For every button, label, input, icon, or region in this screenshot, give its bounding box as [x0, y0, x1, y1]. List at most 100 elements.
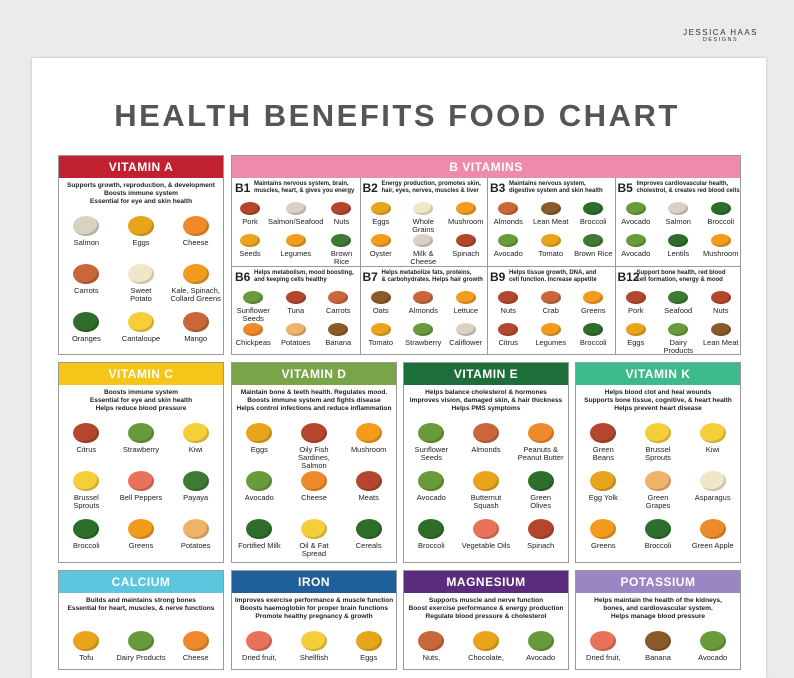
food-icon: [73, 312, 100, 332]
food-icon: [668, 234, 689, 247]
food-item: Seeds: [232, 234, 268, 266]
food-item: Fortified Milk: [232, 519, 287, 562]
food-label: Avocado: [493, 249, 523, 258]
food-label: Cheese: [182, 238, 209, 247]
food-icon: [668, 202, 689, 215]
food-label: Salmon: [665, 217, 691, 226]
section-description: Helps maintain the health of the kidneys…: [576, 593, 740, 627]
food-icon: [710, 202, 731, 215]
food-label: Eggs: [250, 445, 268, 454]
food-label: Avocado: [416, 493, 446, 502]
food-label: Sweet Potato: [130, 286, 152, 303]
food-label: Califlower: [449, 338, 483, 347]
food-icon: [73, 264, 100, 284]
food-icon: [710, 234, 731, 247]
section-items: Sunflower Seeds Almonds Peanuts & Peanut B…: [404, 419, 568, 562]
description-line: Boosts haemoglobin for proper brain func…: [240, 604, 388, 612]
food-icon: [540, 234, 561, 247]
food-icon: [243, 323, 264, 336]
food-label: Brussel Sprouts: [73, 493, 100, 510]
food-label: Crab: [542, 306, 559, 315]
food-item: Green Apple: [685, 519, 740, 562]
food-item: Dried fruit,: [232, 631, 287, 669]
food-item: Oranges: [59, 312, 114, 354]
food-label: Nuts: [713, 306, 729, 315]
food-item: Avocado: [232, 471, 287, 519]
food-item: Greens: [114, 519, 169, 562]
food-label: Oats: [372, 306, 389, 315]
description-line: Boosts immune system: [103, 389, 179, 396]
b-items: Avocado Salmon Broccoli Avocado Lentils Mushr…: [615, 202, 741, 266]
food-item: Asparagus: [685, 471, 740, 519]
food-label: Strawberry: [405, 338, 442, 347]
section-box: VITAMIN A Supports growth, reproduction, …: [58, 155, 224, 355]
description-line: Helps maintain the health of the kidneys…: [594, 597, 722, 604]
food-item: Lean Meat: [530, 202, 573, 234]
food-label: Tuna: [287, 306, 305, 315]
food-icon: [527, 471, 554, 491]
food-label: Bell Peppers: [119, 493, 163, 502]
food-item: Green Olives: [513, 471, 568, 519]
b-description: Helps metabolism, mood boosting, and kee…: [254, 270, 354, 283]
food-label: Fortified Milk: [238, 541, 281, 550]
food-icon: [246, 631, 273, 651]
food-item: Oyster: [360, 234, 403, 266]
food-item: Seafood: [657, 291, 700, 323]
food-icon: [355, 631, 382, 651]
food-icon: [182, 519, 209, 539]
food-icon: [625, 323, 646, 336]
b-label: B3: [490, 181, 506, 195]
section-items: Salmon Eggs Cheese Carrots Sweet Potato Kale,…: [59, 212, 223, 354]
b-description: Helps metabolize fats, proteins, & carbo…: [381, 270, 483, 283]
food-item: Tuna: [275, 291, 318, 323]
food-item: Cheese: [287, 471, 342, 519]
food-icon: [498, 202, 519, 215]
section-items: Green Beans Brussel Sprouts Kiwi Egg Yolk Gr…: [576, 419, 740, 562]
food-item: Peanuts & Peanut Butter: [513, 423, 568, 471]
food-label: Seeds: [239, 249, 261, 258]
food-icon: [418, 423, 445, 443]
section-box: POTASSIUM Helps maintain the health of th…: [575, 570, 741, 670]
food-icon: [127, 216, 154, 236]
food-label: Green Apple: [691, 541, 734, 550]
food-item: Green Grapes: [631, 471, 686, 519]
description-line: Regulate blood pressure & cholesterol: [425, 612, 547, 620]
description-line: Essential for eye and skin health: [89, 396, 193, 404]
food-icon: [127, 471, 154, 491]
food-icon: [644, 471, 671, 491]
food-item: Avocado: [487, 234, 530, 266]
food-icon: [710, 323, 731, 336]
food-item: Chickpeas: [232, 323, 275, 354]
food-label: Shellfish: [299, 653, 329, 662]
food-item: Eggs: [232, 423, 287, 471]
food-item: Mushroom: [445, 202, 488, 234]
food-label: Legumes: [535, 338, 567, 347]
food-label: Spinach: [452, 249, 480, 258]
section-header: IRON: [232, 571, 396, 593]
food-label: Tofu: [79, 653, 94, 662]
food-label: Carrots: [74, 286, 99, 295]
food-icon: [699, 471, 726, 491]
food-item: Egg Yolk: [576, 471, 631, 519]
food-icon: [540, 202, 561, 215]
b-label: B1: [235, 181, 251, 195]
food-icon: [370, 202, 391, 215]
food-label: Dairy Products: [116, 653, 166, 662]
food-item: Tomato: [360, 323, 403, 354]
food-label: Greens: [128, 541, 154, 550]
food-item: Cheese: [168, 631, 223, 669]
food-icon: [590, 631, 617, 651]
food-item: Broccoli: [572, 323, 615, 354]
section-box: VITAMIN C Boosts immune system Essential f…: [58, 362, 224, 563]
food-label: Potatoes: [180, 541, 211, 550]
food-item: Cheese: [168, 216, 223, 264]
food-label: Sunflower Seeds: [414, 445, 448, 462]
food-label: Oil & Fat Spread: [299, 541, 329, 558]
food-label: Cheese: [301, 493, 327, 502]
food-icon: [625, 202, 646, 215]
section-description: Maintain bone & teeth health. Regulates …: [232, 385, 396, 419]
food-item: Carrots: [59, 264, 114, 312]
section-header: VITAMIN E: [404, 363, 568, 385]
food-icon: [590, 519, 617, 539]
b-description: Improves cardiovascular health, cholestr…: [636, 181, 740, 194]
